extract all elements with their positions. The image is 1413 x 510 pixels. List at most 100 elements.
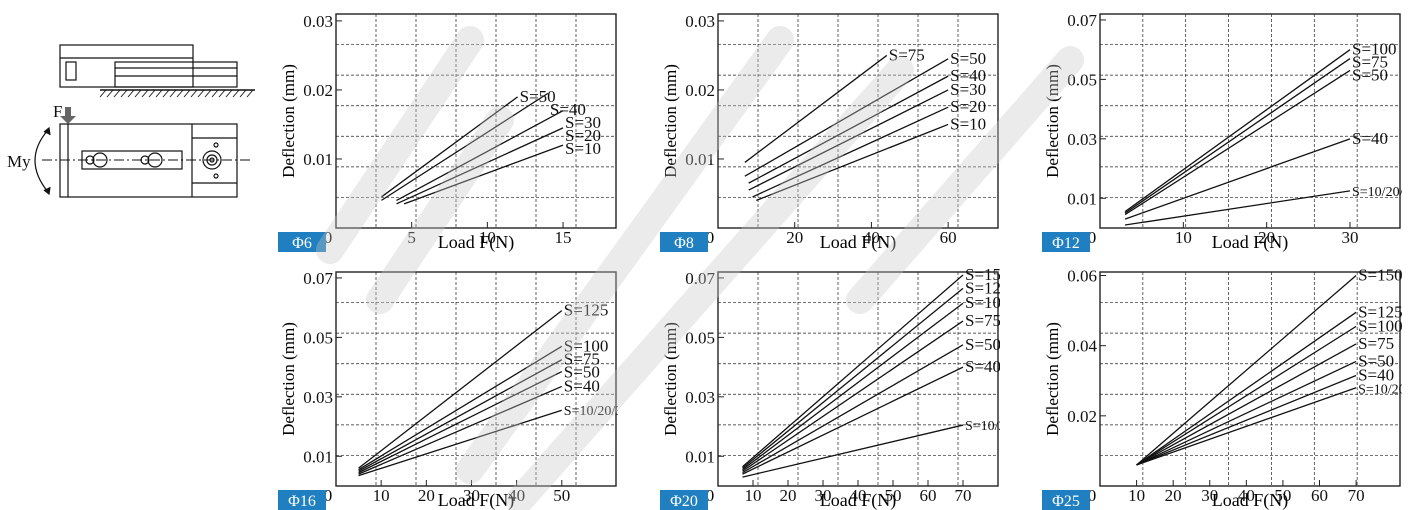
x-tick-label: 5 (407, 228, 416, 247)
x-tick-label: 10 (373, 486, 390, 505)
series-label: S=40 (564, 376, 600, 395)
x-origin-label: 0 (1088, 228, 1097, 247)
series-line (742, 424, 964, 478)
x-tick-label: 20 (786, 228, 803, 247)
series-line (1136, 387, 1357, 466)
moment-arrow (34, 129, 49, 193)
series-line (742, 344, 964, 474)
y-tick-label: 0.02 (685, 81, 715, 100)
plot-frame (1099, 13, 1401, 229)
x-axis-label: Load F(N) (1212, 232, 1288, 252)
x-tick-label: 50 (553, 486, 570, 505)
series-label: S=10/20/30 (965, 419, 1000, 434)
series-line (396, 110, 564, 201)
y-tick-label: 0.01 (1067, 189, 1097, 208)
force-arrow-icon (60, 107, 76, 124)
y-tick-label: 0.01 (303, 447, 333, 466)
series-line (1136, 275, 1357, 466)
series-label: S=100 (1352, 40, 1397, 59)
x-tick-label: 15 (555, 228, 572, 247)
y-tick-label: 0.01 (303, 150, 333, 169)
series-label: S=10 (950, 114, 986, 133)
bore-badge-label: Φ16 (288, 493, 316, 510)
y-tick-label: 0.04 (1067, 337, 1097, 356)
plot-frame (335, 271, 617, 487)
bore-badge (660, 232, 708, 252)
series-label: S=30 (565, 113, 601, 132)
series-line (742, 366, 964, 475)
x-origin-label: 0 (706, 486, 715, 505)
x-tick-label: 40 (1238, 486, 1255, 505)
y-axis-label: Deflection (mm) (1043, 64, 1062, 178)
series-line (358, 345, 563, 471)
x-tick-label: 40 (508, 486, 525, 505)
y-tick-label: 0.01 (685, 447, 715, 466)
x-origin-label: 0 (324, 486, 333, 505)
series-line (1124, 69, 1351, 216)
series-label: S=50 (950, 49, 986, 68)
plot-frame (1099, 271, 1401, 487)
series-line (1136, 311, 1357, 466)
x-tick-label: 60 (940, 228, 957, 247)
y-axis-label: Deflection (mm) (661, 322, 680, 436)
series-label: S=10 (565, 139, 601, 158)
series-line (1136, 360, 1357, 466)
series-line (1124, 58, 1351, 214)
x-axis-label: Load F(N) (820, 490, 896, 510)
x-tick-label: 30 (815, 486, 832, 505)
x-tick-label: 50 (1274, 486, 1291, 505)
x-tick-label: 20 (418, 486, 435, 505)
series-line (358, 359, 563, 472)
y-tick-label: 0.06 (1067, 267, 1097, 286)
series-line (748, 89, 949, 191)
series-label: S=50 (564, 363, 600, 382)
plot-frame (335, 13, 617, 229)
y-tick-label: 0.02 (303, 81, 333, 100)
chart-phi6: 0.01 0.02 0.03 5 10 15 S=50S=40S=30S=20S=10 De… (278, 12, 617, 252)
x-tick-label: 20 (780, 486, 797, 505)
x-tick-label: 30 (1201, 486, 1218, 505)
series-label: S=50 (520, 87, 556, 106)
x-axis-label: Load F(N) (438, 232, 514, 252)
y-tick-label: 0.03 (303, 388, 333, 407)
chart-phi16: 0.01 0.03 0.05 0.07 10 20 30 40 50 S=125 S=100S=75… (278, 269, 618, 510)
series-line (744, 54, 888, 163)
plot-frame (717, 13, 999, 229)
series-line (381, 92, 549, 201)
hatch-marks (99, 89, 254, 98)
x-origin-label: 0 (324, 228, 333, 247)
moment-label: My (7, 152, 31, 171)
y-tick-label: 0.03 (685, 12, 715, 31)
series-line (358, 385, 563, 475)
series-label: S=75 (889, 45, 925, 64)
series-label: S=150 (965, 265, 1000, 284)
y-tick-label: 0.03 (1067, 130, 1097, 149)
series-line (403, 144, 564, 205)
bore-badge-label: Φ25 (1052, 493, 1080, 510)
series-line (742, 302, 964, 471)
bore-badge (1042, 490, 1090, 510)
series-label: S=125 (564, 301, 609, 320)
x-axis-label: Load F(N) (820, 232, 896, 252)
x-tick-label: 60 (920, 486, 937, 505)
y-tick-label: 0.03 (685, 388, 715, 407)
series-line (1124, 138, 1351, 220)
y-axis-label: Deflection (mm) (279, 322, 298, 436)
y-axis-label: Deflection (mm) (279, 64, 298, 178)
series-label: S=10/20/30 (1358, 382, 1402, 397)
series-label: S=100 (965, 293, 1000, 312)
series-label: S=100 (1358, 316, 1402, 335)
y-tick-label: 0.01 (685, 150, 715, 169)
series-label: S=75 (1358, 334, 1394, 353)
series-line (358, 409, 563, 477)
chart-phi20: 0.01 0.03 0.05 0.07 10 20 30 40 50 60 70 S=150S=125… (660, 265, 1000, 510)
y-tick-label: 0.02 (1067, 407, 1097, 426)
series-line (1136, 374, 1357, 466)
series-line (1124, 49, 1351, 213)
series-line (752, 106, 949, 198)
x-axis-label: Load F(N) (438, 490, 514, 510)
y-tick-label: 0.03 (303, 12, 333, 31)
